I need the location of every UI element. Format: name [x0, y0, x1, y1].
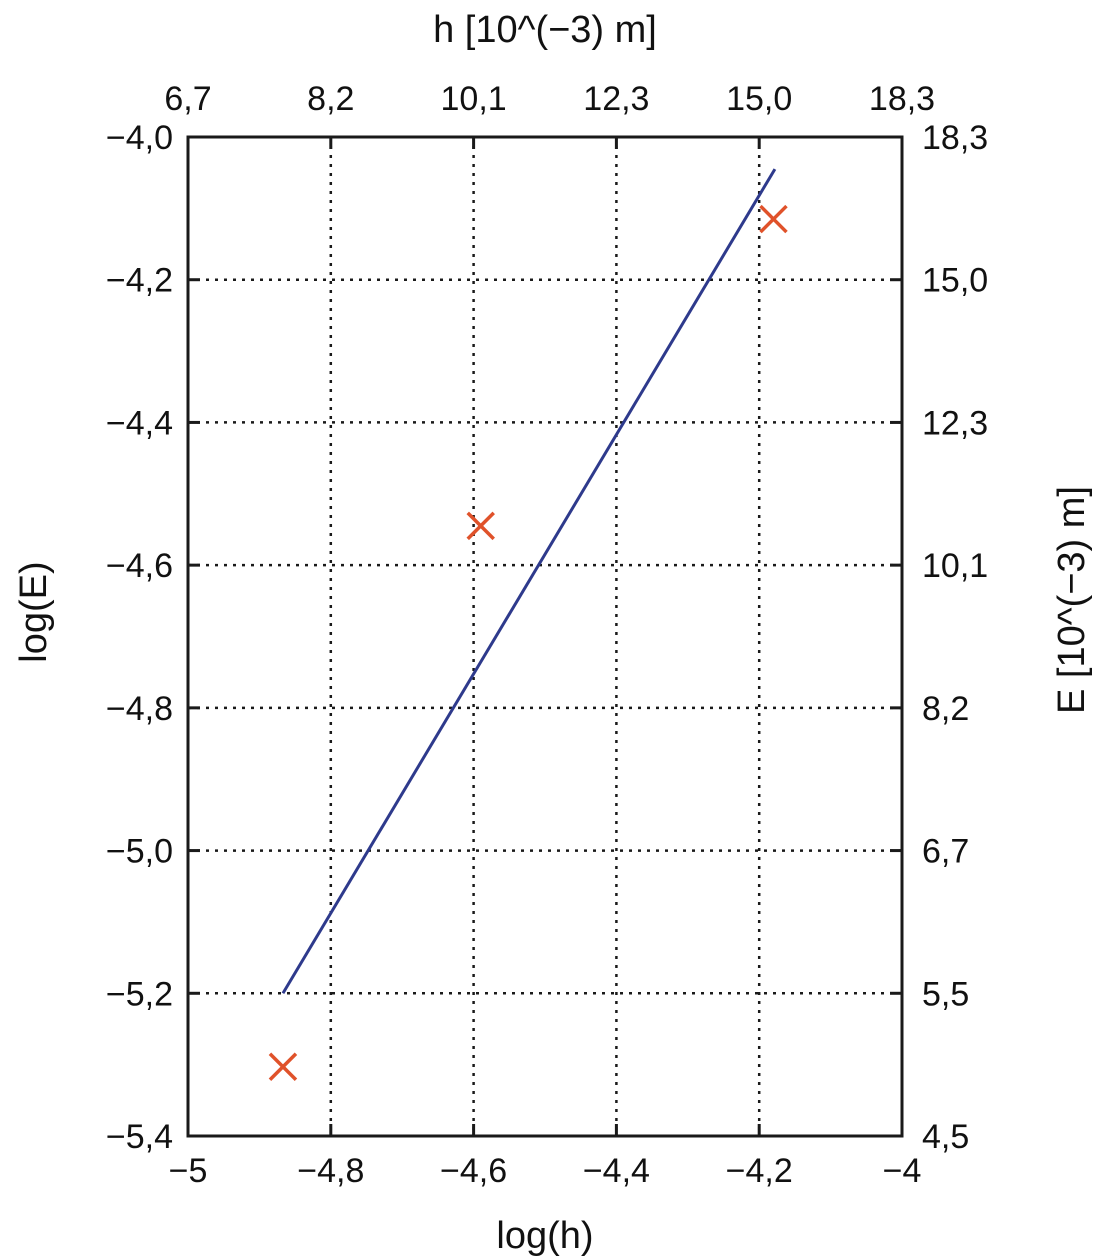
y-tick-label: −4,8 — [106, 690, 173, 728]
top-tick-label: 10,1 — [441, 80, 507, 118]
x-tick-label: −4,6 — [440, 1152, 507, 1190]
top-tick-label: 12,3 — [583, 80, 649, 118]
right-tick-label: 15,0 — [922, 262, 988, 300]
top-axis-title: h [10^(−3) m] — [433, 9, 657, 51]
y-tick-label: −5,2 — [106, 975, 173, 1013]
grid-layer — [188, 137, 902, 1136]
top-tick-label: 6,7 — [164, 80, 211, 118]
right-tick-label: 6,7 — [922, 833, 969, 871]
y-tick-label: −5,4 — [106, 1118, 173, 1156]
y-tick-label: −5,0 — [106, 833, 173, 871]
right-tick-label: 8,2 — [922, 690, 969, 728]
marker-stroke — [759, 204, 788, 234]
marker-stroke — [466, 511, 495, 541]
x-tick-label: −4 — [883, 1152, 922, 1190]
x-axis-title: log(h) — [496, 1215, 593, 1257]
plot-frame — [186, 135, 904, 1138]
tick-layer — [186, 135, 904, 1138]
x-tick-label: −4,2 — [726, 1152, 793, 1190]
data-point-marker — [466, 511, 495, 541]
fit-line — [281, 168, 777, 995]
x-tick-label: −4,4 — [583, 1152, 650, 1190]
y-tick-label: −4,2 — [106, 262, 173, 300]
right-tick-label: 10,1 — [922, 547, 988, 585]
data-point-marker — [759, 204, 788, 234]
top-tick-label: 15,0 — [726, 80, 792, 118]
y-tick-label: −4,6 — [106, 547, 173, 585]
data-layer — [268, 168, 788, 1082]
y-tick-label: −4,4 — [106, 404, 173, 442]
right-tick-label: 5,5 — [922, 975, 969, 1013]
right-tick-label: 12,3 — [922, 404, 988, 442]
data-point-marker — [268, 1052, 298, 1082]
top-tick-label: 8,2 — [307, 80, 354, 118]
x-tick-label: −4,8 — [297, 1152, 364, 1190]
y-axis-title: log(E) — [13, 561, 55, 662]
x-tick-label: −5 — [169, 1152, 208, 1190]
top-tick-label: 18,3 — [869, 80, 935, 118]
right-tick-label: 4,5 — [922, 1118, 969, 1156]
label-layer: −5 6,7 −4,8 8,2 −4,6 10,1 −4,4 12,3 −4,2 15,0 −4 18… — [106, 80, 988, 1190]
marker-stroke — [268, 1052, 298, 1082]
right-axis-title: E [10^(−3) m] — [1051, 486, 1093, 714]
y-tick-label: −4,0 — [106, 119, 173, 157]
right-tick-label: 18,3 — [922, 119, 988, 157]
